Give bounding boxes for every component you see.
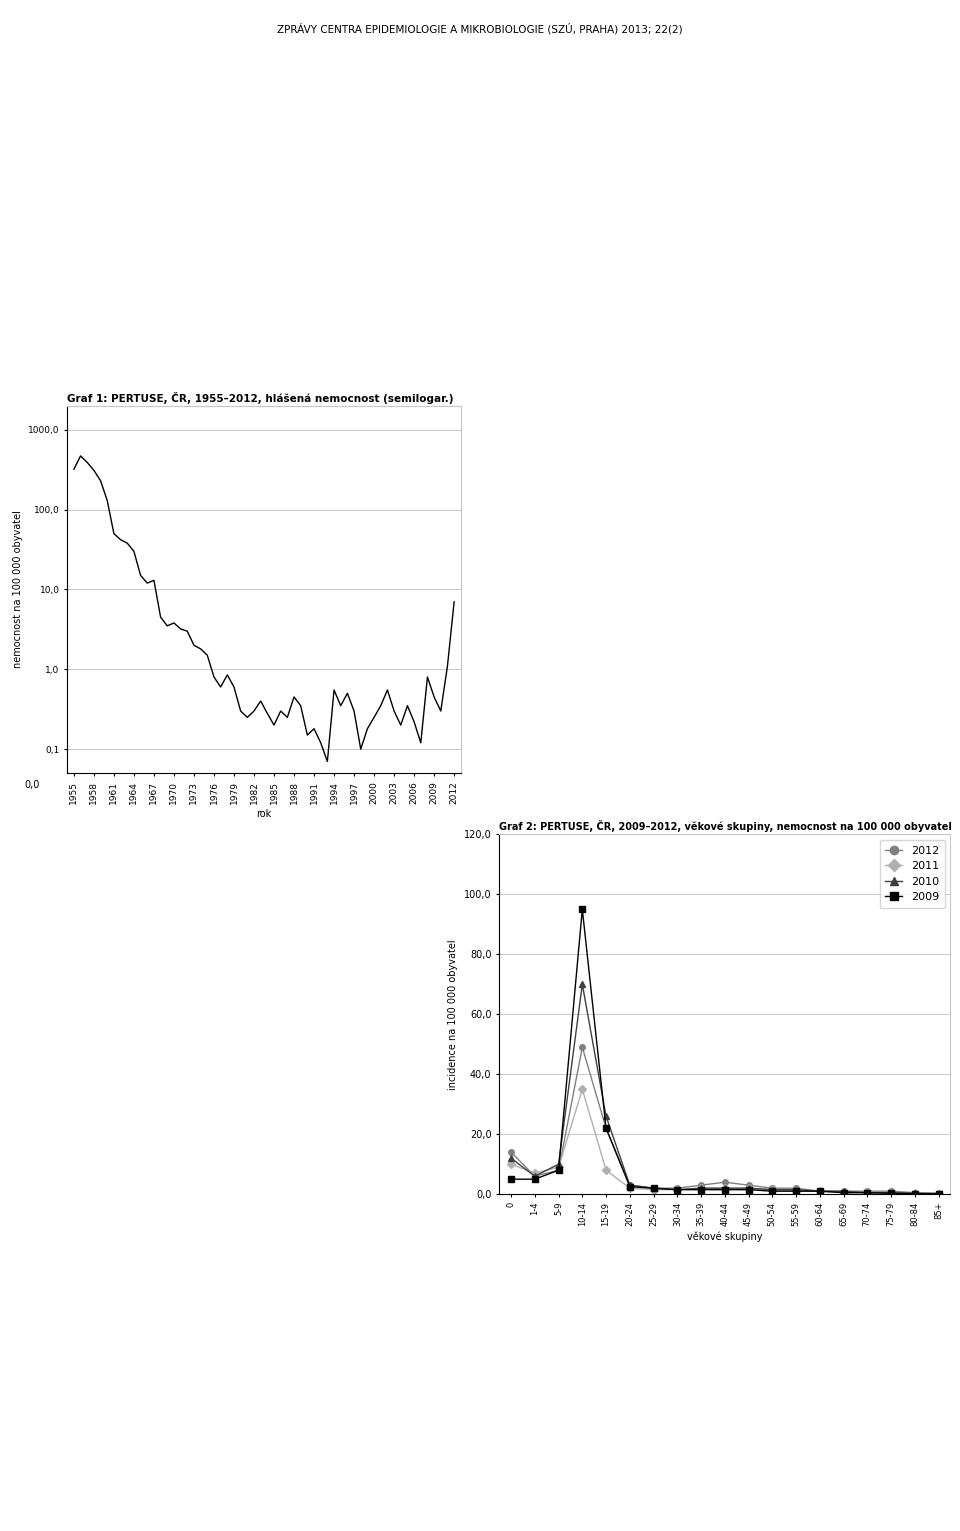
2011	[838, 1183, 850, 1202]
2012	[861, 1182, 873, 1200]
Text: 0,0: 0,0	[24, 779, 39, 790]
2010	[648, 1179, 660, 1197]
2010	[719, 1179, 731, 1197]
2009	[814, 1182, 826, 1200]
2011	[529, 1164, 540, 1182]
2010	[600, 1107, 612, 1125]
2011	[648, 1180, 660, 1199]
2012	[909, 1183, 921, 1202]
2009	[790, 1182, 802, 1200]
2009	[885, 1183, 897, 1202]
2012	[933, 1183, 945, 1202]
2012	[719, 1173, 731, 1191]
Text: ZPRÁVY CENTRA EPIDEMIOLOGIE A MIKROBIOLOGIE (SZÚ, PRAHA) 2013; 22(2): ZPRÁVY CENTRA EPIDEMIOLOGIE A MIKROBIOLO…	[277, 23, 683, 35]
2010	[885, 1183, 897, 1202]
2009	[838, 1183, 850, 1202]
2011	[885, 1183, 897, 1202]
Text: Graf 1: PERTUSE, ČR, 1955–2012, hlášená nemocnost (semilogar.): Graf 1: PERTUSE, ČR, 1955–2012, hlášená …	[67, 392, 454, 404]
Legend: 2012, 2011, 2010, 2009: 2012, 2011, 2010, 2009	[880, 841, 945, 908]
2010	[790, 1180, 802, 1199]
2009	[743, 1180, 755, 1199]
2010	[695, 1179, 707, 1197]
2012	[814, 1182, 826, 1200]
2009	[909, 1185, 921, 1203]
2009	[861, 1183, 873, 1202]
2012	[577, 1038, 588, 1056]
2010	[577, 975, 588, 994]
Text: Graf 2: PERTUSE, ČR, 2009–2012, věkové skupiny, nemocnost na 100 000 obyvatel: Graf 2: PERTUSE, ČR, 2009–2012, věkové s…	[499, 821, 952, 833]
Y-axis label: nemocnost na 100 000 obyvatel: nemocnost na 100 000 obyvatel	[12, 510, 22, 669]
2011	[672, 1180, 684, 1199]
2009	[719, 1180, 731, 1199]
2010	[861, 1183, 873, 1202]
2010	[672, 1180, 684, 1199]
2010	[743, 1179, 755, 1197]
2010	[505, 1148, 516, 1167]
2012	[553, 1160, 564, 1179]
2012	[838, 1182, 850, 1200]
2011	[719, 1179, 731, 1197]
2011	[861, 1183, 873, 1202]
2012	[766, 1179, 778, 1197]
2010	[624, 1176, 636, 1194]
2012	[695, 1176, 707, 1194]
2011	[814, 1182, 826, 1200]
2010	[553, 1154, 564, 1173]
2012	[885, 1182, 897, 1200]
2011	[577, 1079, 588, 1098]
2009	[933, 1185, 945, 1203]
2009	[529, 1170, 540, 1188]
2010	[766, 1180, 778, 1199]
2011	[624, 1179, 636, 1197]
2010	[909, 1183, 921, 1202]
2009	[624, 1177, 636, 1196]
2012	[529, 1167, 540, 1185]
2012	[648, 1179, 660, 1197]
2009	[600, 1119, 612, 1138]
Line: 2009: 2009	[508, 906, 942, 1197]
Line: 2010: 2010	[508, 981, 942, 1196]
Line: 2012: 2012	[508, 1044, 942, 1196]
2009	[766, 1182, 778, 1200]
2010	[814, 1182, 826, 1200]
2009	[577, 900, 588, 919]
2012	[505, 1144, 516, 1162]
Line: 2011: 2011	[508, 1087, 942, 1196]
2011	[695, 1179, 707, 1197]
2012	[624, 1176, 636, 1194]
2009	[695, 1180, 707, 1199]
2009	[553, 1160, 564, 1179]
2012	[790, 1179, 802, 1197]
2011	[790, 1182, 802, 1200]
2012	[672, 1179, 684, 1197]
2012	[743, 1176, 755, 1194]
2012	[600, 1119, 612, 1138]
2011	[909, 1183, 921, 1202]
2010	[838, 1182, 850, 1200]
2011	[505, 1154, 516, 1173]
2009	[672, 1180, 684, 1199]
X-axis label: věkové skupiny: věkové skupiny	[687, 1231, 762, 1242]
2011	[933, 1185, 945, 1203]
Y-axis label: incidence na 100 000 obyvatel: incidence na 100 000 obyvatel	[448, 939, 458, 1090]
2011	[766, 1180, 778, 1199]
2010	[933, 1185, 945, 1203]
2011	[743, 1179, 755, 1197]
X-axis label: rok: rok	[256, 810, 272, 819]
2009	[505, 1170, 516, 1188]
2010	[529, 1167, 540, 1185]
2009	[648, 1179, 660, 1197]
2011	[553, 1157, 564, 1176]
2011	[600, 1160, 612, 1179]
